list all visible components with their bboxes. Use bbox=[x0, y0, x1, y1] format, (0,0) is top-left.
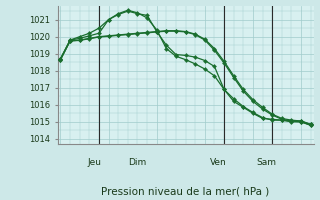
Text: Sam: Sam bbox=[256, 158, 276, 167]
Text: Ven: Ven bbox=[210, 158, 227, 167]
Text: Jeu: Jeu bbox=[87, 158, 101, 167]
Text: Dim: Dim bbox=[128, 158, 146, 167]
Text: Pression niveau de la mer( hPa ): Pression niveau de la mer( hPa ) bbox=[101, 186, 270, 196]
